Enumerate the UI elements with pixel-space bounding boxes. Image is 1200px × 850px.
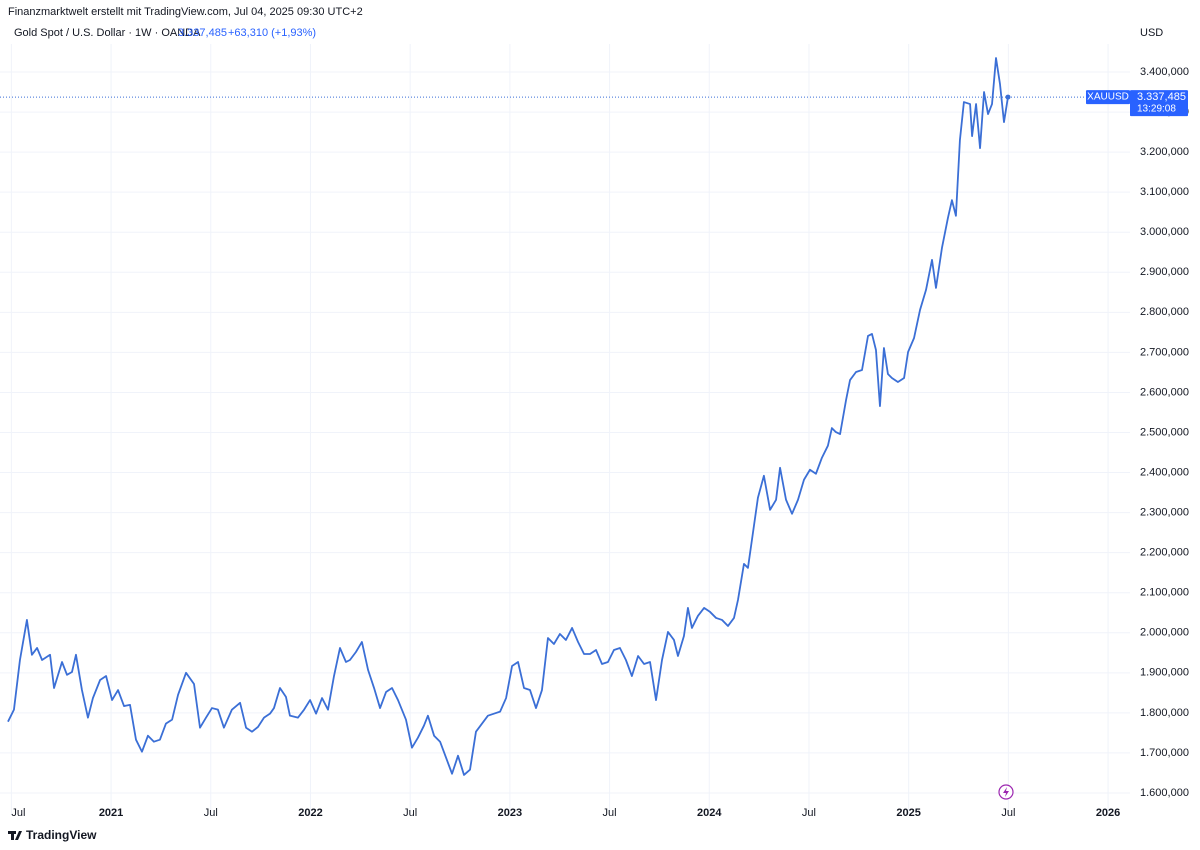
x-tick-label: 2021 [99, 807, 123, 819]
x-tick-label: 2023 [498, 807, 522, 819]
brand: TradingView [26, 828, 97, 842]
event-icon-bolt [1003, 787, 1009, 797]
x-tick-label: 2024 [697, 807, 722, 819]
y-tick-label: 3.000,000 [1140, 226, 1189, 238]
x-tick-label: Jul [603, 807, 617, 819]
y-tick-label: 1.700,000 [1140, 747, 1189, 759]
symbol-tag [1086, 90, 1130, 105]
y-tick-label: 2.400,000 [1140, 466, 1189, 478]
change: +63,310 (+1,93%) [228, 27, 316, 39]
x-tick-label: 2026 [1096, 807, 1120, 819]
y-tick-label: 1.800,000 [1140, 707, 1189, 719]
y-tick-label: 2.000,000 [1140, 627, 1189, 639]
x-tick-label: Jul [403, 807, 417, 819]
y-tick-label: 3.400,000 [1140, 66, 1189, 78]
price-tag-label: 3.337,485 [1137, 91, 1186, 103]
grid [0, 44, 1130, 815]
price-line [7, 57, 1009, 776]
y-tick-label: 2.300,000 [1140, 507, 1189, 519]
y-tick-label: 2.700,000 [1140, 346, 1189, 358]
x-tick-label: Jul [1001, 807, 1015, 819]
x-tick-label: Jul [11, 807, 25, 819]
x-tick-label: 2025 [896, 807, 920, 819]
y-tick-label: 2.600,000 [1140, 386, 1189, 398]
y-unit: USD [1140, 27, 1163, 39]
price: 3.337,485 [178, 27, 227, 39]
x-tick-label: Jul [204, 807, 218, 819]
x-tick-label: Jul [802, 807, 816, 819]
y-tick-label: 3.200,000 [1140, 146, 1189, 158]
y-tick-label: 3.100,000 [1140, 186, 1189, 198]
x-tick-label: 2022 [298, 807, 322, 819]
price-tag [1130, 90, 1188, 117]
y-tick-label: 2.200,000 [1140, 547, 1189, 559]
symbol: Gold Spot / U.S. Dollar · 1W · OANDA [14, 27, 201, 39]
last-point [1005, 94, 1011, 100]
y-tick-label: 1.600,000 [1140, 787, 1189, 799]
brand-logo [8, 831, 22, 840]
y-tick-label: 2.500,000 [1140, 426, 1189, 438]
y-tick-label: 2.100,000 [1140, 587, 1189, 599]
symbol-tag-label: XAUUSD [1087, 92, 1129, 103]
attribution: Finanzmarktwelt erstellt mit TradingView… [8, 6, 363, 18]
y-tick-label: 2.800,000 [1140, 306, 1189, 318]
price-tag-countdown: 13:29:08 [1137, 104, 1176, 115]
y-tick-label: 1.900,000 [1140, 667, 1189, 679]
y-tick-label: 2.900,000 [1140, 266, 1189, 278]
